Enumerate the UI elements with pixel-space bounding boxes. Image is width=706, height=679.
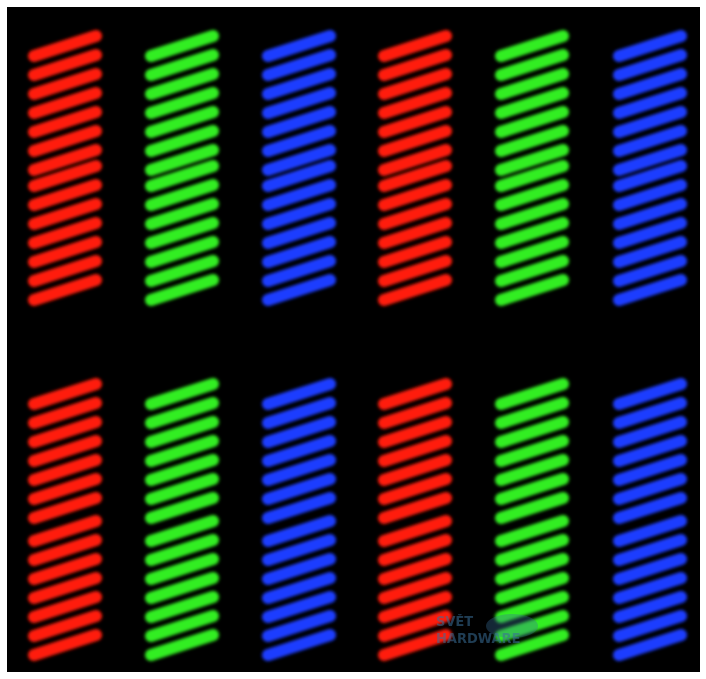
watermark-line2: HARDWARE — [436, 632, 520, 647]
background — [7, 7, 700, 672]
subpixel-photo: SVĚT HARDWARE — [0, 0, 706, 679]
watermark-line1: SVĚT — [436, 614, 473, 630]
